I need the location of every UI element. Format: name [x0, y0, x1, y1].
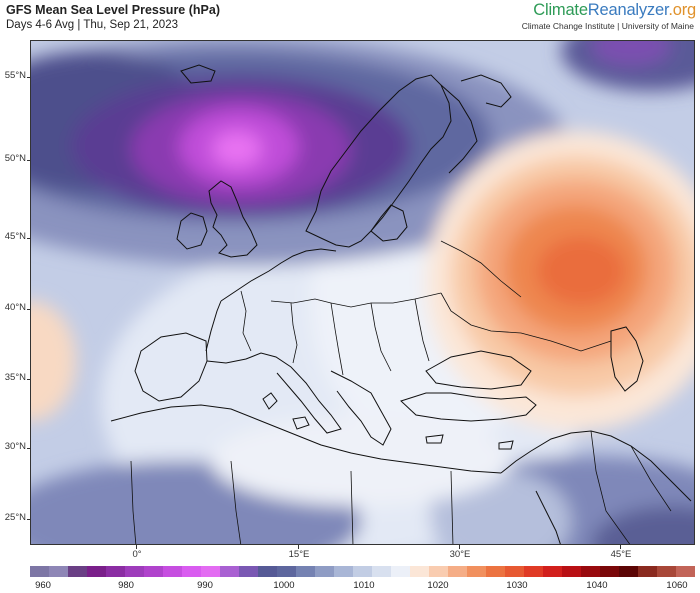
brand-name-part1: Climate — [533, 1, 588, 19]
colorbar-segment — [581, 566, 600, 577]
colorbar-segment — [657, 566, 676, 577]
lat-label-40: 40°N — [4, 302, 26, 313]
colorbar-label-1010: 1010 — [353, 580, 375, 591]
colorbar-segment — [220, 566, 239, 577]
colorbar-segment — [125, 566, 144, 577]
colorbar-segment — [106, 566, 125, 577]
lat-tick-25 — [27, 519, 31, 520]
colorbar-segment — [486, 566, 505, 577]
colorbar-segment — [562, 566, 581, 577]
colorbar-segment — [49, 566, 68, 577]
colorbar-label-980: 980 — [118, 580, 134, 591]
lat-tick-50 — [27, 160, 31, 161]
colorbar-segment — [334, 566, 353, 577]
lon-tick-45e — [620, 545, 621, 549]
colorbar-segment — [448, 566, 467, 577]
lon-tick-15e — [298, 545, 299, 549]
colorbar-segment — [258, 566, 277, 577]
colorbar-label-990: 990 — [197, 580, 213, 591]
colorbar-label-960: 960 — [35, 580, 51, 591]
lon-label-45e: 45°E — [610, 549, 632, 560]
colorbar-segment — [296, 566, 315, 577]
lon-tick-30e — [459, 545, 460, 549]
map-subtitle: Days 4-6 Avg | Thu, Sep 21, 2023 — [6, 19, 178, 31]
colorbar-segment — [87, 566, 106, 577]
colorbar-segment — [600, 566, 619, 577]
brand-name-part2: Reanalyzer — [587, 1, 669, 19]
lon-label-30e: 30°E — [449, 549, 471, 560]
colorbar-segment — [163, 566, 182, 577]
colorbar — [30, 566, 695, 577]
lat-tick-40 — [27, 309, 31, 310]
colorbar-segment — [182, 566, 201, 577]
colorbar-segment — [467, 566, 486, 577]
lon-tick-0 — [136, 545, 137, 549]
brand-name-part3: .org — [668, 1, 696, 19]
colorbar-segment — [30, 566, 49, 577]
colorbar-segment — [277, 566, 296, 577]
lat-label-35: 35°N — [4, 372, 26, 383]
lat-label-50: 50°N — [4, 153, 26, 164]
colorbar-segment — [315, 566, 334, 577]
colorbar-segment — [638, 566, 657, 577]
colorbar-segment — [619, 566, 638, 577]
colorbar-segment — [68, 566, 87, 577]
lat-tick-55 — [27, 77, 31, 78]
lat-label-45: 45°N — [4, 231, 26, 242]
pressure-field — [31, 41, 694, 544]
coastlines — [110, 64, 692, 544]
lat-label-30: 30°N — [4, 441, 26, 452]
pressure-map — [30, 40, 695, 545]
colorbar-label-1000: 1000 — [273, 580, 295, 591]
colorbar-segment — [201, 566, 220, 577]
colorbar-segment — [429, 566, 448, 577]
lon-label-0: 0° — [132, 549, 142, 560]
brand-tagline: Climate Change Institute | University of… — [521, 21, 694, 31]
colorbar-label-1060: 1060 — [666, 580, 688, 591]
lat-label-55: 55°N — [4, 70, 26, 81]
lat-tick-35 — [27, 379, 31, 380]
lat-tick-30 — [27, 448, 31, 449]
colorbar-segment — [410, 566, 429, 577]
colorbar-segment — [239, 566, 258, 577]
colorbar-segment — [676, 566, 695, 577]
colorbar-segment — [505, 566, 524, 577]
lon-label-15e: 15°E — [288, 549, 310, 560]
map-title: GFS Mean Sea Level Pressure (hPa) — [6, 3, 220, 17]
colorbar-segment — [144, 566, 163, 577]
colorbar-label-1030: 1030 — [506, 580, 528, 591]
brand-logo[interactable]: ClimateReanalyzer.org — [533, 1, 696, 20]
colorbar-segment — [391, 566, 410, 577]
colorbar-label-1040: 1040 — [586, 580, 608, 591]
colorbar-label-1020: 1020 — [427, 580, 449, 591]
lat-label-25: 25°N — [4, 512, 26, 523]
colorbar-segment — [353, 566, 372, 577]
colorbar-segment — [372, 566, 391, 577]
colorbar-segment — [543, 566, 562, 577]
colorbar-segment — [524, 566, 543, 577]
lat-tick-45 — [27, 238, 31, 239]
